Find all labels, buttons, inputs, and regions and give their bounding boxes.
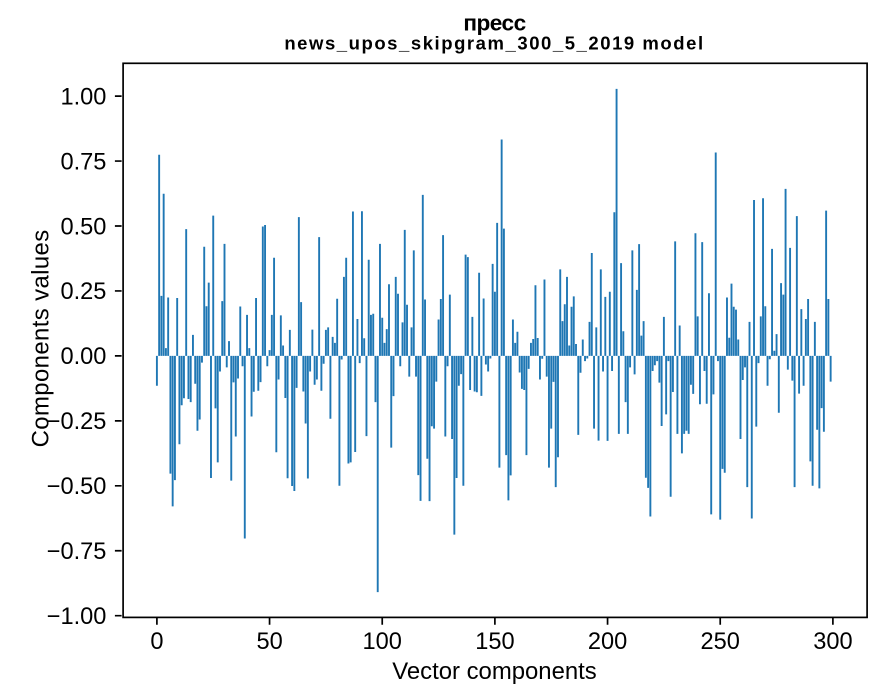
svg-text:0.50: 0.50 [60, 214, 106, 240]
svg-text:пресс: пресс [463, 10, 525, 35]
svg-text:−1.00: −1.00 [47, 604, 107, 630]
svg-text:300: 300 [813, 629, 852, 655]
svg-text:−0.50: −0.50 [47, 474, 107, 500]
svg-text:150: 150 [475, 629, 514, 655]
svg-text:100: 100 [363, 629, 402, 655]
svg-text:Components values: Components values [28, 229, 55, 447]
svg-text:Vector components: Vector components [392, 658, 597, 685]
svg-text:0.25: 0.25 [60, 279, 106, 305]
svg-text:1.00: 1.00 [60, 84, 106, 110]
svg-text:news_upos_skipgram_300_5_2019: news_upos_skipgram_300_5_2019 model [284, 33, 704, 54]
svg-text:0.00: 0.00 [60, 344, 106, 370]
svg-text:0: 0 [150, 629, 163, 655]
svg-text:−0.25: −0.25 [47, 409, 107, 435]
svg-text:0.75: 0.75 [60, 149, 106, 175]
svg-text:200: 200 [588, 629, 627, 655]
svg-text:50: 50 [256, 629, 282, 655]
svg-text:250: 250 [701, 629, 740, 655]
svg-text:−0.75: −0.75 [47, 539, 107, 565]
